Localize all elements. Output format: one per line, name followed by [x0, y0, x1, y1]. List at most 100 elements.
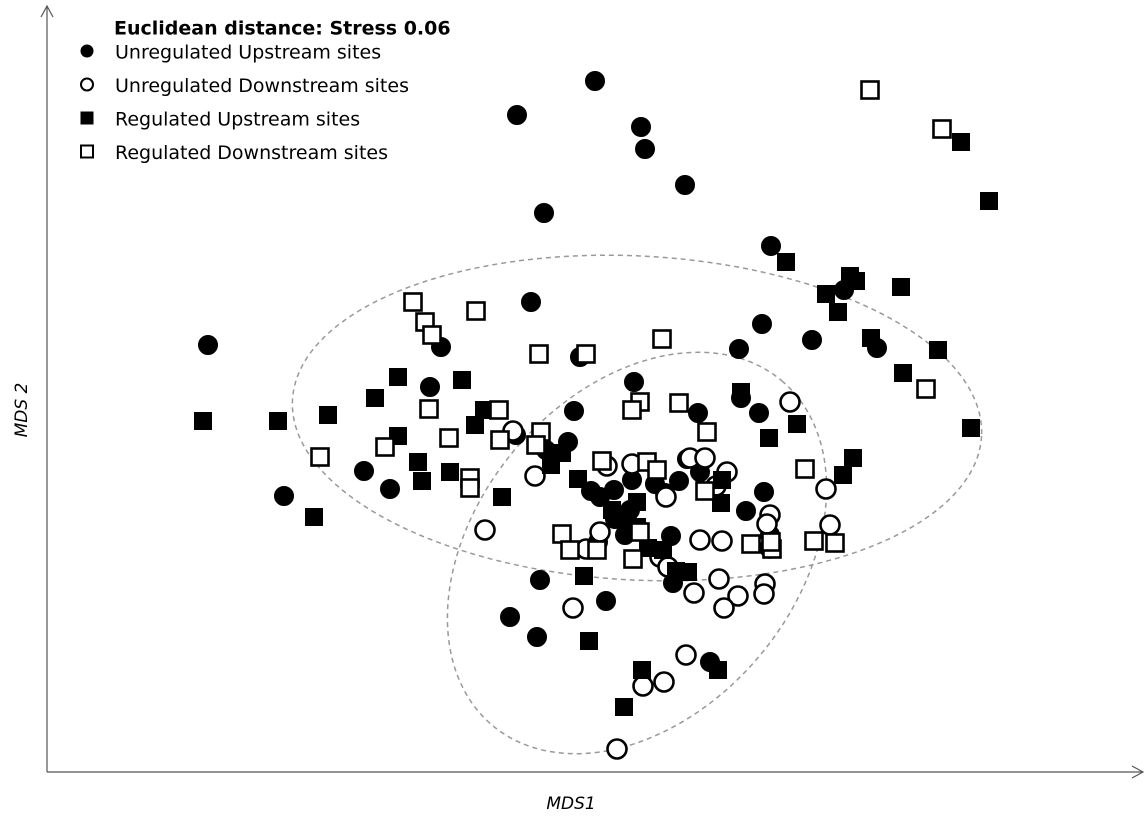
point — [587, 540, 607, 560]
point — [375, 437, 395, 457]
point — [825, 533, 845, 553]
point — [779, 391, 801, 413]
point — [422, 325, 442, 345]
point — [552, 524, 572, 544]
point — [753, 583, 775, 605]
point — [521, 292, 541, 312]
legend-label: Unregulated Downstream sites — [115, 75, 409, 97]
point — [795, 459, 815, 479]
point — [847, 272, 865, 290]
point — [708, 568, 730, 590]
point — [380, 479, 400, 499]
point — [389, 368, 407, 386]
point — [736, 501, 756, 521]
point — [490, 430, 510, 450]
legend-marker — [80, 77, 94, 92]
point — [194, 412, 212, 430]
point — [420, 377, 440, 397]
point — [860, 80, 880, 100]
point — [354, 461, 374, 481]
point — [560, 540, 580, 560]
point — [894, 364, 912, 382]
point — [741, 534, 761, 554]
point — [683, 582, 705, 604]
point — [777, 253, 795, 271]
legend-marker — [80, 144, 94, 159]
point — [530, 570, 550, 590]
point — [632, 675, 654, 697]
legend-label: Regulated Upstream sites — [115, 109, 360, 131]
point — [756, 513, 778, 535]
point — [929, 341, 947, 359]
point — [589, 521, 611, 543]
legend-title: Euclidean distance: Stress 0.06 — [114, 18, 451, 40]
point — [526, 435, 546, 455]
point — [615, 698, 633, 716]
point — [817, 285, 835, 303]
point — [892, 278, 910, 296]
point — [493, 488, 511, 506]
point — [575, 567, 593, 585]
point — [653, 671, 675, 693]
x-axis-arrow — [1131, 765, 1145, 779]
point — [466, 301, 486, 321]
point — [669, 471, 689, 491]
point — [592, 451, 612, 471]
point — [460, 478, 480, 498]
point — [760, 429, 778, 447]
point — [689, 529, 711, 551]
point — [507, 105, 527, 125]
point — [576, 344, 596, 364]
point — [606, 738, 628, 760]
point — [419, 399, 439, 419]
point — [631, 117, 651, 137]
point — [305, 508, 323, 526]
point — [980, 192, 998, 210]
legend-marker — [80, 111, 94, 125]
point — [829, 303, 847, 321]
point — [647, 460, 667, 480]
point — [366, 389, 384, 407]
point — [727, 585, 749, 607]
point — [697, 422, 717, 442]
point — [585, 71, 605, 91]
point — [675, 644, 697, 666]
point — [761, 236, 781, 256]
point — [580, 632, 598, 650]
point — [669, 393, 689, 413]
point — [198, 335, 218, 355]
point — [862, 329, 880, 347]
point — [466, 416, 484, 434]
point — [274, 486, 294, 506]
point — [952, 133, 970, 151]
point — [655, 486, 677, 508]
point — [916, 379, 936, 399]
point — [633, 661, 651, 679]
point — [761, 532, 781, 552]
point — [675, 175, 695, 195]
point — [628, 493, 646, 511]
point — [604, 480, 624, 500]
y-axis-arrow — [40, 4, 54, 18]
y-axis-title: MDS 2 — [12, 383, 32, 438]
point — [623, 549, 643, 569]
point — [269, 412, 287, 430]
point — [802, 330, 822, 350]
point — [630, 522, 650, 542]
legend-label: Regulated Downstream sites — [115, 142, 388, 164]
point — [564, 401, 584, 421]
point — [529, 344, 549, 364]
point — [711, 530, 733, 552]
legend-label: Unregulated Upstream sites — [115, 42, 381, 64]
point — [688, 403, 708, 423]
point — [569, 470, 587, 488]
point — [453, 371, 471, 389]
point — [654, 541, 672, 559]
point — [844, 449, 862, 467]
point — [713, 597, 735, 619]
x-axis-title: MDS1 — [546, 794, 595, 814]
point — [709, 661, 727, 679]
point — [624, 372, 644, 392]
point — [713, 471, 731, 489]
